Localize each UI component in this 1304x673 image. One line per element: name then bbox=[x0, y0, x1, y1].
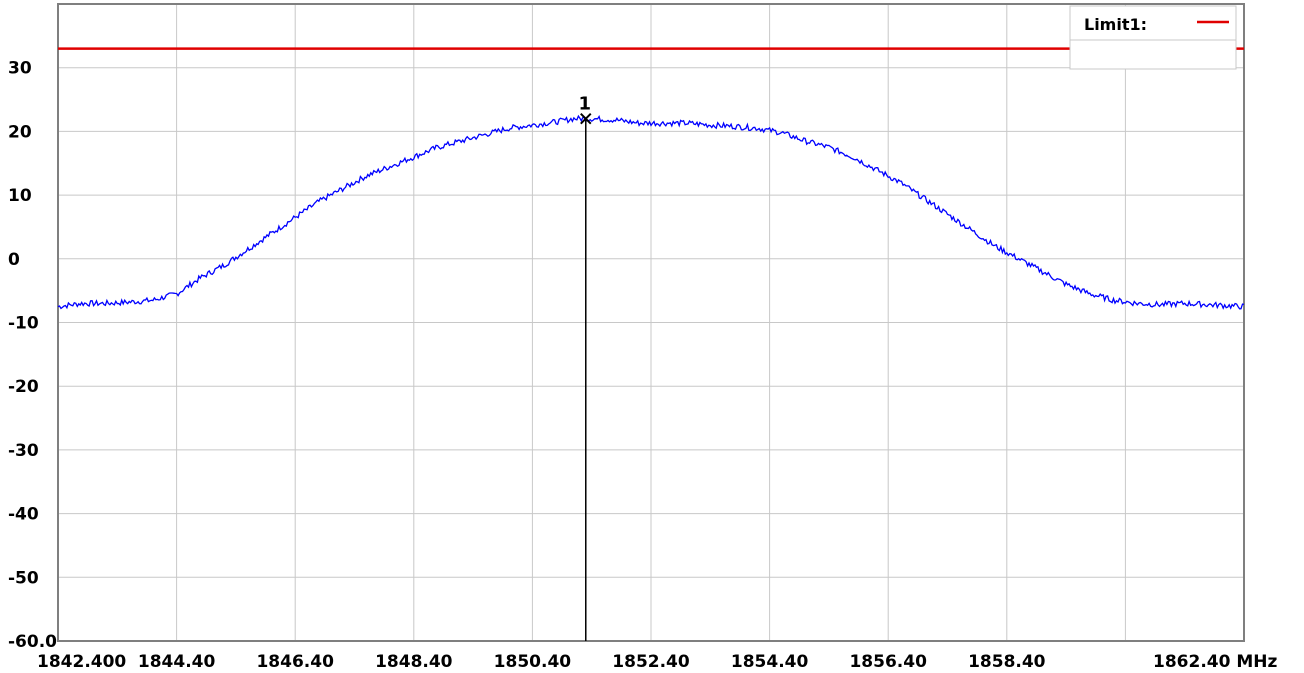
y-tick-label: 10 bbox=[8, 186, 32, 206]
x-tick-label: 1862.40 MHz bbox=[1153, 652, 1277, 672]
y-tick-label: -50 bbox=[8, 568, 39, 588]
y-tick-label: 30 bbox=[8, 59, 32, 79]
legend-box bbox=[1069, 5, 1237, 70]
y-tick-label: -60.0 bbox=[8, 632, 57, 652]
marker-1[interactable]: 1 bbox=[579, 94, 592, 641]
x-tick-label: 1842.400 bbox=[37, 652, 126, 672]
y-axis-ticks: 30 20 10 0 -10 -20 -30 -40 -50 -60.0 bbox=[8, 59, 57, 652]
y-tick-label: 20 bbox=[8, 122, 32, 142]
x-tick-label: 1846.40 bbox=[256, 652, 334, 672]
x-axis-ticks: 1842.400 1844.40 1846.40 1848.40 1850.40 1852… bbox=[37, 652, 1277, 672]
grid bbox=[57, 3, 1245, 642]
y-tick-label: -40 bbox=[8, 505, 39, 525]
marker-x-icon bbox=[580, 112, 592, 125]
x-tick-label: 1844.40 bbox=[138, 652, 216, 672]
x-tick-label: 1854.40 bbox=[731, 652, 809, 672]
legend: Limit1: bbox=[1069, 5, 1237, 70]
y-tick-label: -30 bbox=[8, 441, 39, 461]
y-tick-label: 0 bbox=[8, 250, 20, 270]
plot-border bbox=[57, 3, 1245, 642]
marker-label: 1 bbox=[579, 94, 592, 115]
spectrum-trace bbox=[57, 114, 1245, 310]
x-tick-label: 1856.40 bbox=[849, 652, 927, 672]
x-tick-label: 1858.40 bbox=[968, 652, 1046, 672]
legend-entry-limit1: Limit1: bbox=[1084, 15, 1147, 34]
x-tick-label: 1850.40 bbox=[494, 652, 572, 672]
y-tick-label: -20 bbox=[8, 377, 39, 397]
x-tick-label: 1852.40 bbox=[612, 652, 690, 672]
y-tick-label: -10 bbox=[8, 314, 39, 334]
x-tick-label: 1848.40 bbox=[375, 652, 453, 672]
